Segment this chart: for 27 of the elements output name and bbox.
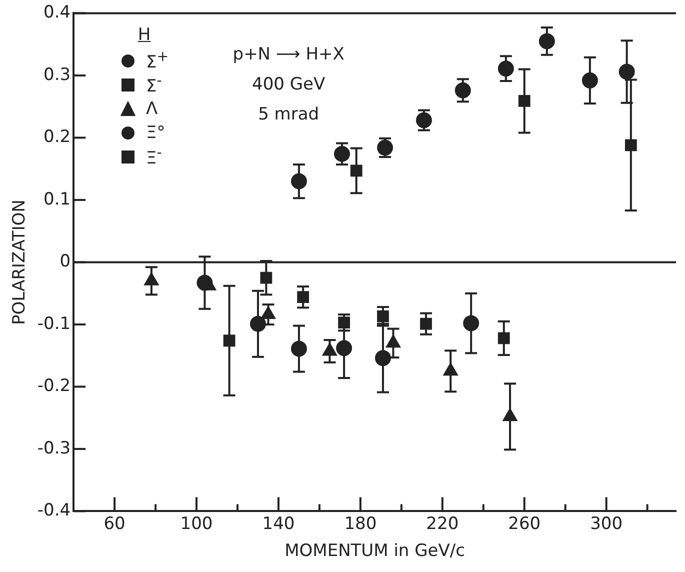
- x-tick-label: 180: [344, 514, 377, 534]
- x-axis-title: MOMENTUM in GeV/c: [284, 541, 465, 562]
- y-tick-label: -0.2: [37, 376, 71, 396]
- x-tick-label: 100: [180, 514, 213, 534]
- annotation: p+N ⟶ H+X: [232, 44, 345, 65]
- legend-label: Σ$^{+}$: [146, 49, 169, 73]
- legend-title: H: [136, 25, 152, 45]
- y-tick-label: 0.3: [44, 64, 71, 85]
- y-tick-label: -0.4: [37, 500, 71, 521]
- legend-label: Σ$^{-}$: [146, 73, 162, 97]
- y-tick-label: 0: [60, 252, 71, 272]
- y-tick-label: 0.4: [44, 2, 71, 23]
- legend-label: Ξ°: [146, 123, 166, 143]
- y-axis-title: POLARIZATION: [10, 199, 30, 325]
- legend-label: Λ: [146, 99, 158, 119]
- x-tick-label: 260: [508, 514, 541, 534]
- annotation: 400 GeV: [252, 74, 326, 95]
- x-tick-label: 60: [104, 514, 126, 534]
- y-tick-label: 0.1: [44, 189, 71, 210]
- y-tick-label: -0.1: [37, 314, 71, 334]
- y-tick-label: 0.2: [44, 127, 71, 148]
- y-tick-label: -0.3: [37, 438, 71, 458]
- legend-label: Ξ$^{-}$: [146, 145, 162, 169]
- annotation: 5 mrad: [258, 104, 320, 125]
- x-tick-label: 140: [262, 514, 295, 534]
- x-tick-label: 220: [426, 514, 459, 534]
- x-tick-label: 300: [590, 514, 623, 534]
